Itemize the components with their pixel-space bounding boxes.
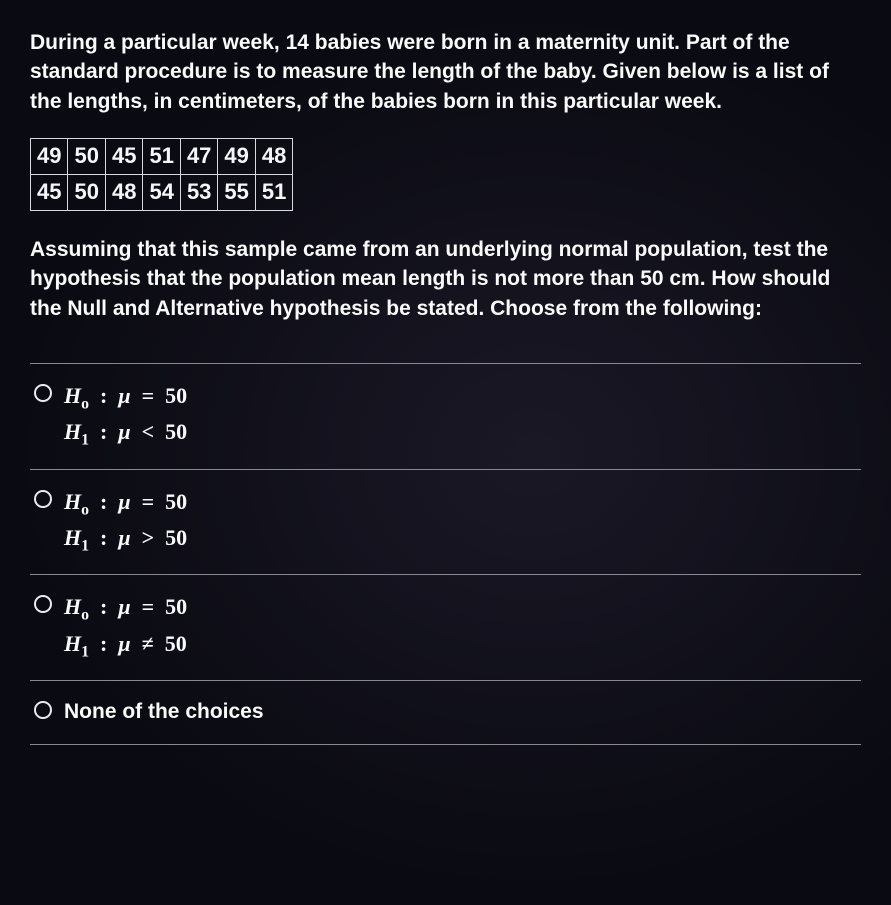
option-1-hypotheses: Ho : μ = 50 H1 : μ < 50 [64, 380, 187, 453]
radio-icon [34, 595, 52, 613]
option-3[interactable]: Ho : μ = 50 H1 : μ ≠ 50 [30, 575, 861, 681]
option-2-hypotheses: Ho : μ = 50 H1 : μ > 50 [64, 486, 187, 559]
option-3-hypotheses: Ho : μ = 50 H1 : μ ≠ 50 [64, 591, 187, 664]
data-cell: 50 [68, 174, 105, 210]
data-cell: 45 [105, 139, 142, 175]
option-4[interactable]: None of the choices [30, 681, 861, 744]
data-cell: 49 [31, 139, 68, 175]
options-list: Ho : μ = 50 H1 : μ < 50 Ho : μ = [30, 363, 861, 745]
data-cell: 53 [180, 174, 217, 210]
radio-icon [34, 384, 52, 402]
data-cell: 50 [68, 139, 105, 175]
option-2[interactable]: Ho : μ = 50 H1 : μ > 50 [30, 470, 861, 576]
data-cell: 51 [143, 139, 180, 175]
radio-icon [34, 701, 52, 719]
data-table: 49 50 45 51 47 49 48 45 50 48 54 53 55 5… [30, 138, 293, 211]
option-4-text: None of the choices [64, 697, 264, 727]
table-row: 49 50 45 51 47 49 48 [31, 139, 293, 175]
intro-paragraph: During a particular week, 14 babies were… [30, 28, 861, 116]
data-cell: 48 [255, 139, 292, 175]
data-cell: 55 [218, 174, 255, 210]
data-cell: 49 [218, 139, 255, 175]
option-1[interactable]: Ho : μ = 50 H1 : μ < 50 [30, 364, 861, 470]
data-cell: 45 [31, 174, 68, 210]
data-cell: 54 [143, 174, 180, 210]
data-cell: 48 [105, 174, 142, 210]
data-cell: 47 [180, 139, 217, 175]
data-cell: 51 [255, 174, 292, 210]
table-row: 45 50 48 54 53 55 51 [31, 174, 293, 210]
radio-icon [34, 490, 52, 508]
question-paragraph: Assuming that this sample came from an u… [30, 235, 861, 323]
